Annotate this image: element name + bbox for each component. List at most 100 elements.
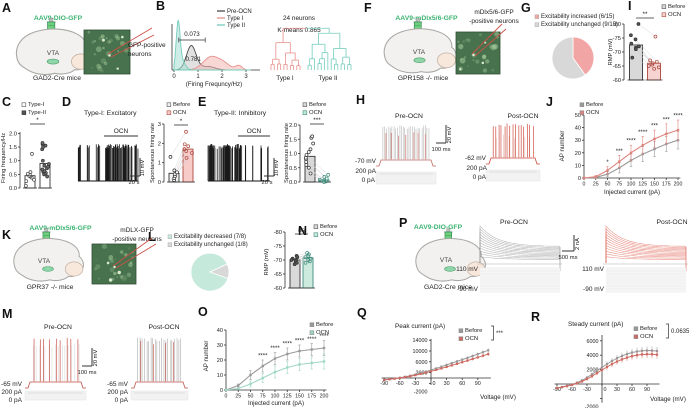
panel-letter-b: B (156, 0, 166, 13)
m-post-current-low: 0 pA (114, 397, 128, 404)
panel-letter-m: M (2, 307, 13, 321)
svg-text:20 mV: 20 mV (93, 349, 99, 366)
svg-text:Voltage (mV): Voltage (mV) (480, 394, 516, 401)
micrograph-f (455, 23, 507, 75)
svg-text:-60: -60 (613, 78, 621, 84)
panel-letter-d: D (62, 95, 72, 109)
svg-text:24 neurons: 24 neurons (283, 15, 315, 22)
svg-text:500 ms: 500 ms (558, 255, 577, 261)
svg-text:-2000: -2000 (585, 404, 599, 408)
svg-text:2: 2 (158, 141, 161, 147)
svg-text:20: 20 (575, 151, 581, 157)
svg-text:Voltage (mV): Voltage (mV) (650, 396, 686, 403)
svg-text:14000: 14000 (413, 338, 428, 344)
gpr158-spike-traces: 20 mV 100 ms (375, 123, 541, 185)
svg-text:-2000: -2000 (414, 389, 428, 395)
vta-label-f: VTA (412, 49, 426, 56)
svg-text:50: 50 (575, 113, 581, 119)
svg-text:Type II: Type II (227, 23, 245, 29)
svg-text:0.073: 0.073 (184, 31, 200, 38)
caption-k-line2: -positive neurons (112, 236, 162, 243)
panel-letter-a: A (2, 1, 12, 15)
rmp-bar-chart-n: -80 -75 -70 -65 -60 RMP (mV) ns Before OCN (264, 224, 338, 292)
svg-text:2000: 2000 (587, 368, 599, 374)
svg-text:****: **** (307, 337, 317, 343)
svg-text:40: 40 (575, 126, 581, 132)
svg-text:Before: Before (316, 322, 334, 328)
svg-text:Before: Before (173, 102, 191, 108)
svg-text:30: 30 (217, 343, 223, 349)
ap-number-curve-o: 0 10 20 30 40 0 25 50 75 100 125 150 175 200 Injected … (203, 322, 334, 407)
p-post-vlow: -90 mV (583, 286, 604, 293)
vta-label-a: VTA (46, 50, 60, 57)
svg-text:1.0: 1.0 (9, 159, 17, 165)
m-post-vm: -65 mV (107, 381, 128, 388)
svg-text:0: 0 (172, 74, 176, 80)
mouse-label-k: GPR37 -/- mice (26, 284, 74, 291)
svg-text:-65: -65 (274, 272, 282, 278)
svg-text:****: **** (270, 346, 280, 352)
virus-label-p: AAV9-DIO-GFP (413, 224, 463, 231)
svg-text:60: 60 (459, 381, 465, 387)
svg-text:Excitability unchanged (1/8): Excitability unchanged (1/8) (174, 242, 248, 248)
p-pre-label: Pre-OCN (500, 219, 528, 226)
svg-text:150: 150 (650, 182, 659, 188)
svg-text:200: 200 (320, 394, 329, 400)
h-post-current-low: 0 pA (472, 174, 486, 181)
m-pre-current-low: 0 pA (8, 397, 22, 404)
mouse-label-p: GAD2-Cre mice (424, 284, 472, 291)
svg-text:100 ms: 100 ms (431, 147, 450, 153)
svg-text:0: 0 (583, 182, 586, 188)
svg-text:Spontaneous firing rate: Spontaneous firing rate (150, 123, 156, 183)
svg-text:****: **** (626, 139, 636, 145)
svg-text:OCN: OCN (114, 128, 129, 135)
svg-text:40: 40 (217, 328, 223, 334)
svg-text:Spontaneous firing rate: Spontaneous firing rate (284, 123, 290, 183)
svg-text:AP number: AP number (203, 341, 210, 372)
svg-text:1.0: 1.0 (289, 152, 297, 158)
steady-current-iv-chart: -2000 2000 4000 6000 -90 -60 -30 0 30 60 90 Steady … (553, 321, 690, 408)
panel-letter-c: C (2, 95, 12, 109)
panel-letter-n: N (298, 224, 308, 238)
svg-text:125: 125 (638, 182, 647, 188)
svg-text:-60: -60 (568, 387, 576, 393)
svg-text:-30: -30 (412, 381, 420, 387)
svg-text:Excitability unchanged (9/15): Excitability unchanged (9/15) (541, 22, 618, 28)
svg-text:****: **** (638, 130, 648, 136)
svg-text:3: 3 (244, 74, 248, 80)
m-pre-current-high: 200 pA (1, 389, 22, 396)
panel-letter-k: K (2, 228, 12, 242)
svg-text:-70: -70 (274, 258, 282, 264)
m-pre-label: Pre-OCN (44, 324, 72, 331)
svg-text:****: **** (258, 354, 268, 360)
brain-diagram-a (15, 18, 92, 76)
panel-letter-q: Q (357, 306, 367, 320)
svg-text:Type I: Type I (227, 16, 244, 22)
svg-text:75: 75 (616, 182, 622, 188)
svg-text:***: *** (496, 331, 504, 337)
svg-text:2.0: 2.0 (9, 131, 17, 137)
svg-text:-80: -80 (613, 22, 621, 28)
svg-text:****: **** (283, 342, 293, 348)
svg-text:OCN: OCN (320, 232, 333, 238)
panel-letter-i: I (628, 0, 632, 13)
svg-text:0.0635: 0.0635 (671, 329, 690, 335)
mouse-label-a: GAD2-Cre mice (33, 75, 81, 82)
svg-text:175: 175 (662, 182, 671, 188)
excitability-pie-chart-l: Excitability decreased (7/8) Excitability… (167, 234, 248, 292)
svg-text:Before: Before (640, 326, 658, 332)
rmp-bar-chart-i: -80 -75 -70 -65 -60 RMP (mV) ** Before OCN (608, 4, 686, 84)
svg-text:OCN: OCN (640, 334, 653, 340)
svg-text:60: 60 (629, 387, 635, 393)
svg-text:0: 0 (578, 176, 581, 182)
svg-text:0.5: 0.5 (289, 166, 297, 172)
svg-text:0: 0 (433, 381, 436, 387)
p-pre-vhigh: 110 mV (456, 266, 478, 273)
h-pre-current-low: 0 pA (361, 177, 375, 184)
svg-text:0.781: 0.781 (185, 56, 201, 63)
brain-diagram-p (415, 228, 486, 282)
svg-text:Before: Before (668, 4, 686, 10)
brain-diagram-k (13, 228, 84, 282)
